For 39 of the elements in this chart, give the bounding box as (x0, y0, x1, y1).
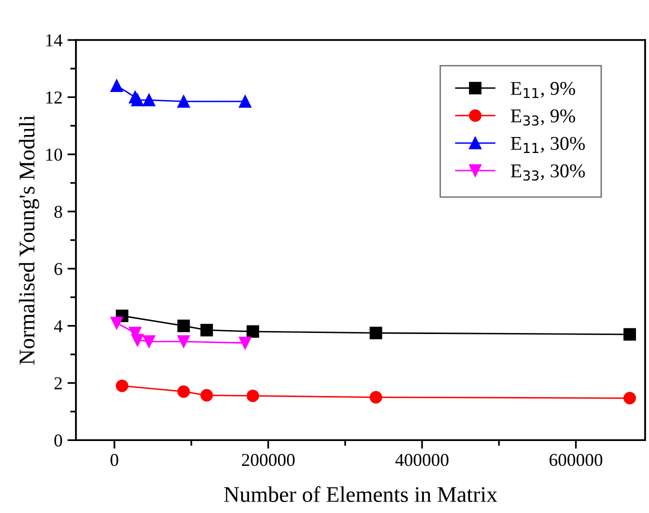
point (246, 325, 260, 338)
point (200, 324, 213, 336)
x-tick-label: 200000 (242, 454, 295, 466)
y-tick-label: 0 (54, 434, 62, 447)
x-tick-label: 600000 (550, 454, 602, 466)
point (238, 95, 252, 108)
point (238, 336, 252, 350)
point (623, 392, 636, 404)
x-axis-title: Number of Elements in Matrix (224, 486, 498, 502)
point (110, 316, 123, 330)
y-tick-label: 10 (46, 148, 62, 161)
point (177, 95, 190, 108)
point (177, 320, 190, 332)
legend-label: E$_{33}$, 9% (510, 109, 576, 126)
x-tick-label: 0 (110, 454, 118, 466)
point (142, 335, 156, 348)
y-tick-label: 6 (54, 262, 62, 276)
point (116, 380, 128, 392)
point (200, 389, 213, 402)
point (142, 94, 156, 106)
y-axis-title: Normalised Young's Moduli (18, 115, 40, 365)
y-tick-label: 4 (54, 320, 62, 332)
y-tick-label: 2 (54, 377, 62, 390)
point (623, 328, 636, 341)
point (110, 79, 123, 92)
point (131, 94, 144, 106)
x-tick-label: 400000 (395, 454, 448, 466)
legend-label: E$_{11}$, 9% (510, 82, 576, 98)
y-tick-label: 8 (54, 206, 62, 218)
y-tick-label: 14 (46, 34, 62, 46)
legend-label: E$_{11}$, 30% (510, 136, 585, 153)
y-tick-label: 12 (46, 91, 62, 104)
point (177, 335, 190, 348)
point (177, 385, 190, 398)
legend-label: E$_{33}$, 30% (510, 164, 585, 181)
point (370, 326, 382, 340)
point (370, 391, 382, 404)
point (246, 390, 260, 402)
point (131, 334, 144, 346)
